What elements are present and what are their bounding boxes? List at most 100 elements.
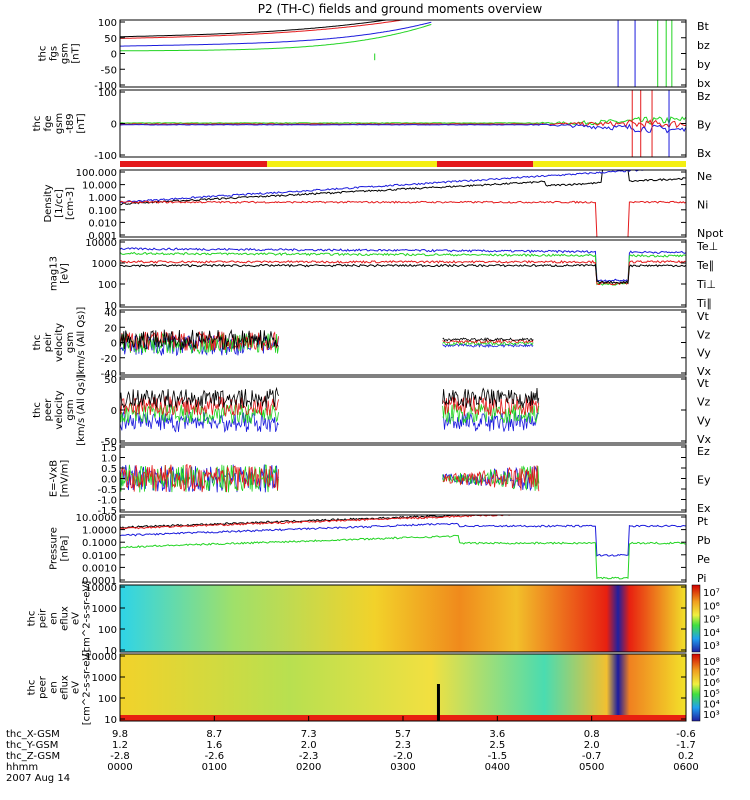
ylabel-line: thc <box>32 116 43 132</box>
panel-frame <box>119 514 687 583</box>
panel-fge: 100 0 -100 thc fge gsm -t89 [nT] Bz By Bx <box>32 88 712 167</box>
xaxis-z-value: -2.6 <box>205 751 225 762</box>
noise-green-0 <box>119 464 279 493</box>
mode-bar-segment <box>267 161 437 167</box>
ytick-label: 50 <box>104 34 117 45</box>
legend-Vt: Vt <box>697 310 710 323</box>
ylabel-line: eflux <box>60 675 71 700</box>
ytick-label: 0.010 <box>88 218 117 229</box>
xaxis-t-value: 0200 <box>296 762 321 773</box>
ytick-label: -0.5 <box>97 485 117 496</box>
colorbar-tick: 10⁵ <box>703 689 720 700</box>
ylabel-line: gsm <box>65 399 76 420</box>
noise-black-1 <box>442 337 534 343</box>
xaxis-y-value: 1.6 <box>206 740 222 751</box>
figure-title: P2 (TH-C) fields and ground moments over… <box>258 2 543 16</box>
mode-bar-segment <box>533 161 686 167</box>
legend-Pi: Pi <box>697 572 706 585</box>
ytick-label: 10 <box>104 646 117 657</box>
ylabel-line: peir <box>38 608 49 628</box>
xaxis-z-value: 0.2 <box>678 751 694 762</box>
legend-bx: bx <box>697 77 711 90</box>
noise-red-1 <box>442 338 534 344</box>
ylabel-line: thc <box>32 402 43 418</box>
series-red <box>119 200 687 238</box>
series-blue <box>119 247 687 283</box>
series-Bblue <box>119 123 687 134</box>
series-blue <box>119 169 686 204</box>
legend-Ez: Ez <box>697 445 710 458</box>
ylabel-line: velocity <box>54 323 65 362</box>
ytick-label: 0.0 <box>101 475 117 486</box>
ylabel-line: fgs <box>49 46 60 61</box>
xaxis-x-value: 7.3 <box>301 729 317 740</box>
colorbar <box>691 653 701 722</box>
ytick-label: -50 <box>101 437 117 448</box>
xaxis-x-value: 8.7 <box>206 729 222 740</box>
spec-gap <box>436 684 440 721</box>
noise-green-0 <box>119 402 279 424</box>
colorbar-tick: 10³ <box>703 641 720 652</box>
legend-Te⊥: Te⊥ <box>696 240 718 253</box>
ylabel-line: [cm-3] <box>65 187 76 220</box>
legend-Ey: Ey <box>697 474 711 487</box>
xaxis-y-value: 1.2 <box>112 740 128 751</box>
legend-Bt: Bt <box>697 20 710 33</box>
ytick-label: 0.0001 <box>82 576 117 587</box>
ytick-label: 0.0010 <box>82 563 117 574</box>
ytick-label: 10.0000 <box>76 513 117 524</box>
mode-bar-segment <box>120 161 268 167</box>
legend-Vz: Vz <box>697 328 711 341</box>
colorbar-tick: 10⁷ <box>703 588 720 599</box>
ylabel-line: [cm^2-s-sr-eV] <box>82 650 93 726</box>
ytick-label: 1.000 <box>88 193 117 204</box>
ytick-label: 0 <box>111 50 117 61</box>
legend-Pe: Pe <box>697 553 710 566</box>
ytick-label: 1.5 <box>101 443 117 454</box>
ytick-label: -1.5 <box>97 506 117 517</box>
ylabel-line: [nT] <box>76 113 87 133</box>
ytick-label: 100 <box>98 280 117 291</box>
colorbar-tick: 10³ <box>703 710 720 721</box>
ytick-label: 0 <box>111 339 117 350</box>
xaxis-t-value: 0100 <box>202 762 227 773</box>
ylabel-line: Density <box>43 184 54 222</box>
ytick-label: 10000 <box>85 238 117 249</box>
spectrogram <box>120 654 686 721</box>
ytick-label: 0.1000 <box>82 538 117 549</box>
ytick-label: 100 <box>98 694 117 705</box>
series-blue <box>119 522 687 557</box>
ylabel-line: velocity <box>54 390 65 429</box>
colorbar-tick: 10⁶ <box>703 601 720 612</box>
legend-Vt: Vt <box>697 377 710 390</box>
legend-By: By <box>697 119 712 132</box>
ylabel-line: [nPa] <box>60 535 71 561</box>
panel-peir_spec: 10⁷ 10⁶ 10⁵ 10⁴ 10³ 10000 1000 100 10 thc peir en ef… <box>27 581 720 657</box>
series-by <box>120 24 432 52</box>
ytick-label: 0.001 <box>88 231 117 242</box>
ylabel-line: Pressure <box>49 527 60 570</box>
legend-Ti∥: Ti∥ <box>696 297 712 310</box>
series-black <box>119 169 687 206</box>
ytick-label: 100 <box>98 18 117 29</box>
xaxis-z-value: -2.0 <box>393 751 413 762</box>
panel-peer_vel: 50 0 -50 thc peer velocity gsm [km/s (All Qs)] V… <box>32 374 712 448</box>
series-black <box>119 514 686 529</box>
xaxis-y-value: 2.3 <box>395 740 411 751</box>
ytick-label: 0.0100 <box>82 551 117 562</box>
ytick-label: -100 <box>94 151 117 162</box>
ylabel-line: thc <box>32 335 43 351</box>
noise-blue-1 <box>442 343 534 349</box>
ytick-label: 0.100 <box>88 206 117 217</box>
ylabel-line: [1/cc] <box>54 189 65 218</box>
noise-black-1 <box>442 387 540 409</box>
ytick-label: -100 <box>94 81 117 92</box>
ylabel-line: peer <box>43 398 54 422</box>
ylabel-line: fge <box>43 115 54 131</box>
legend-Ex: Ex <box>697 502 711 515</box>
ytick-label: 1.0000 <box>82 526 117 537</box>
xaxis-t-value: 0500 <box>579 762 604 773</box>
series-red <box>119 259 686 285</box>
noise-black-0 <box>119 386 279 409</box>
panel-frame <box>119 19 687 88</box>
